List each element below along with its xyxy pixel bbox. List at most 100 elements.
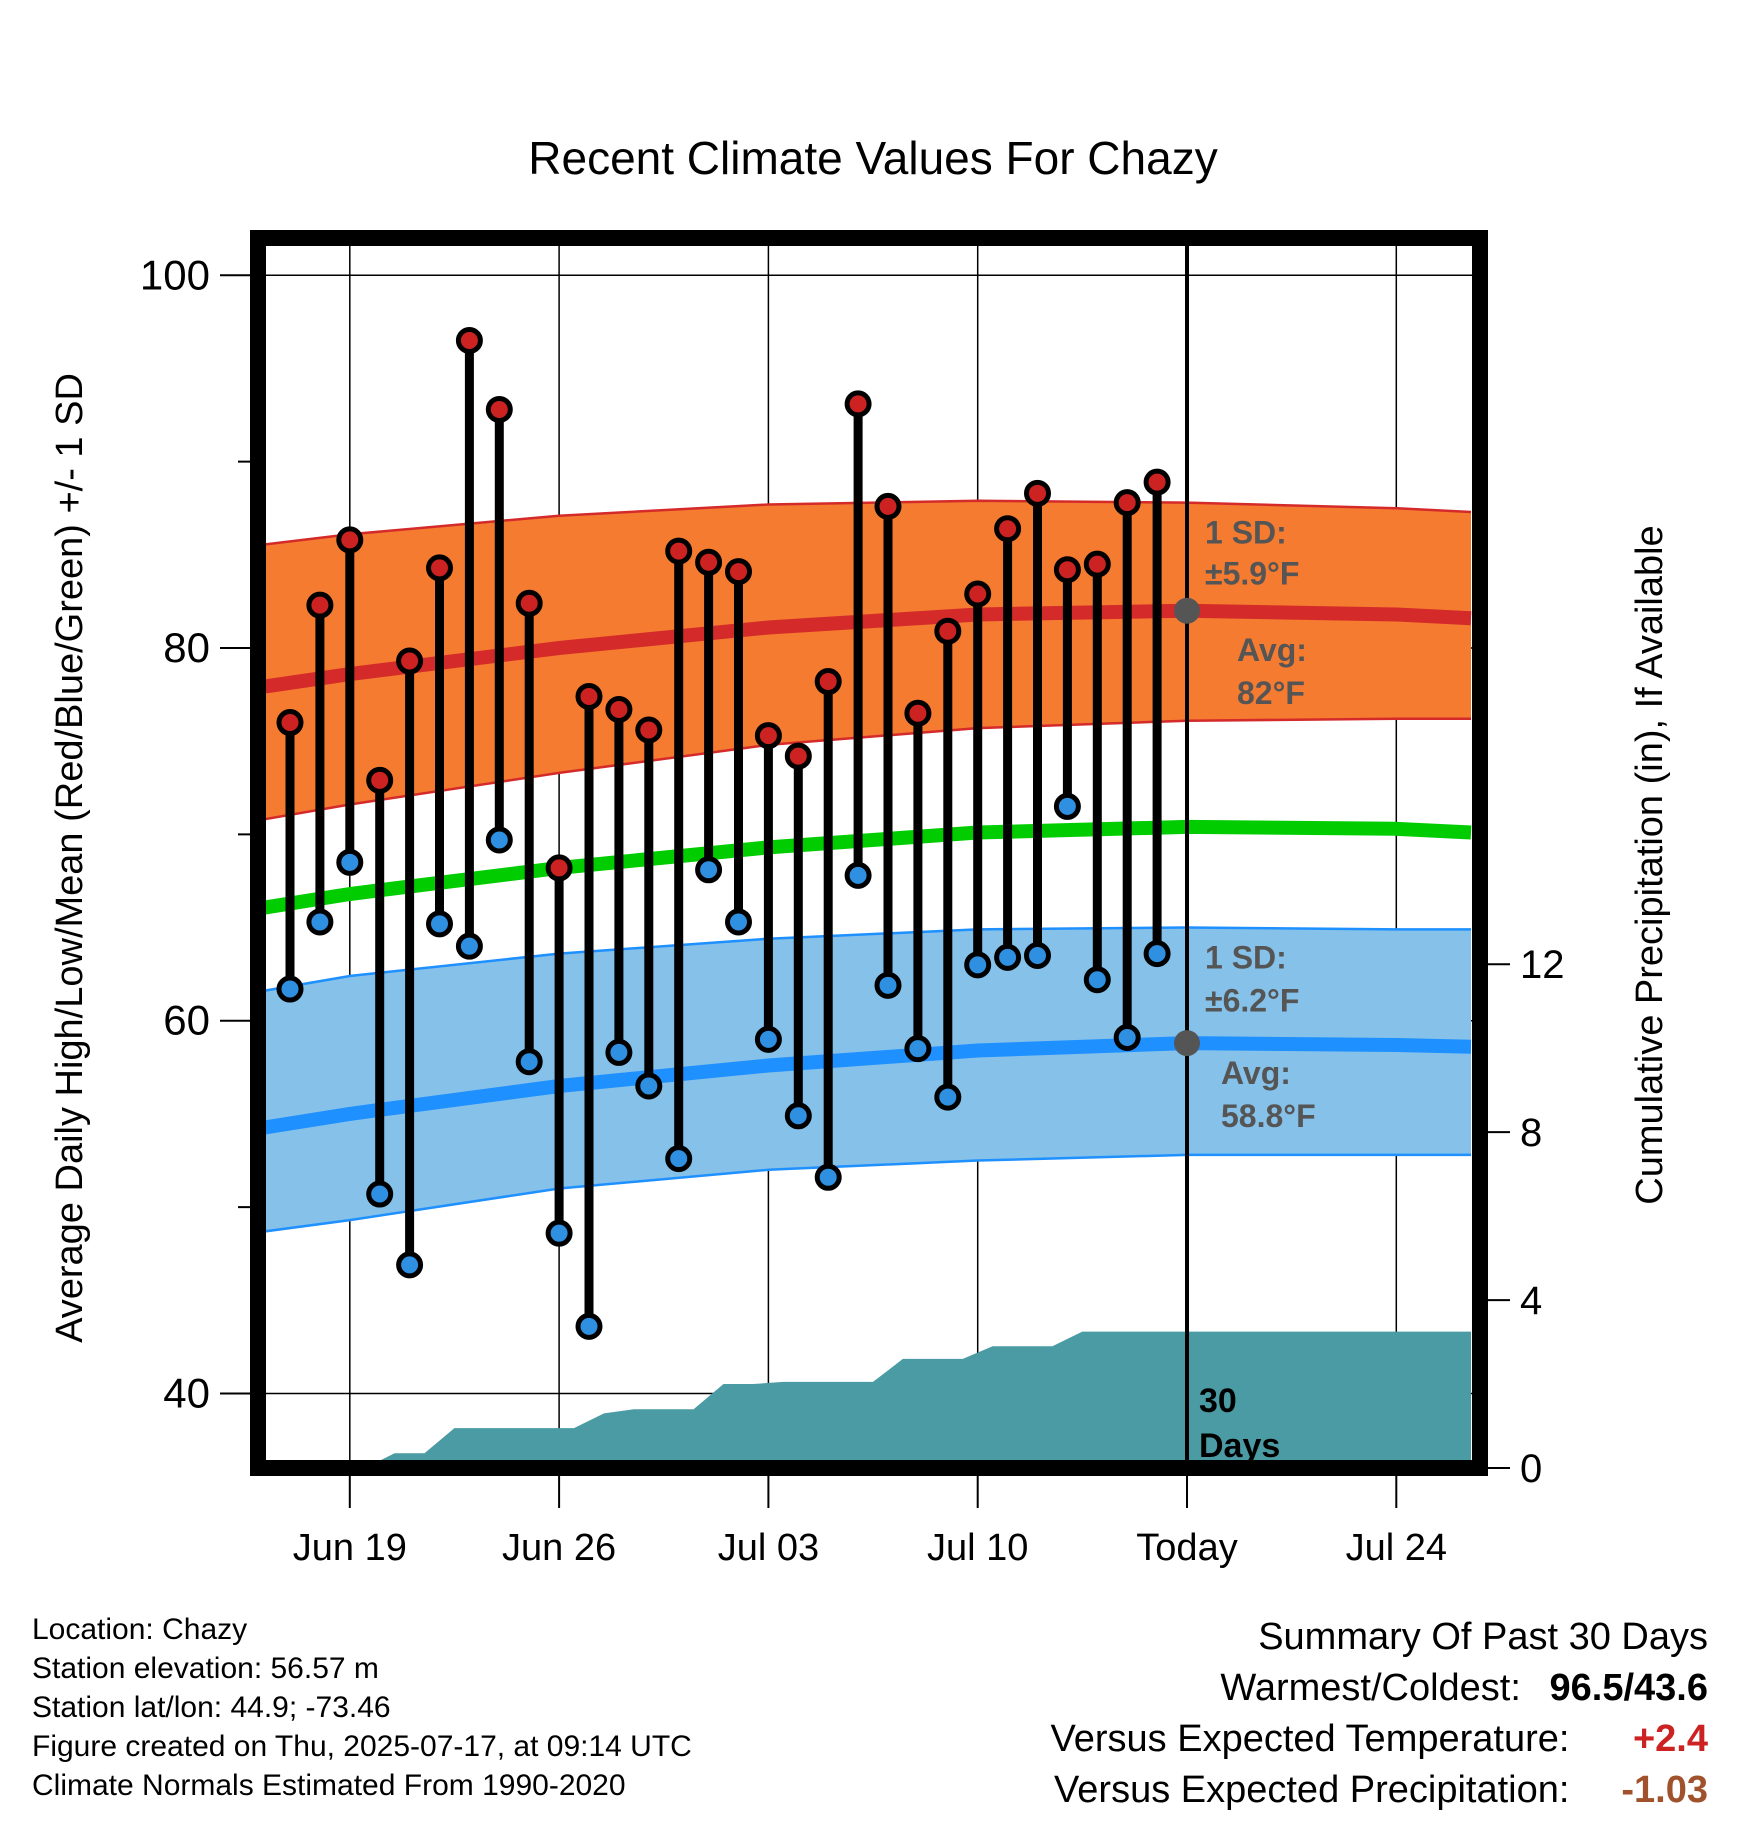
y-tick-label: 100 <box>140 251 210 298</box>
y2-tick-label: 12 <box>1520 943 1565 987</box>
daily-high-point <box>515 589 543 617</box>
x-tick-label: Jun 19 <box>293 1527 407 1569</box>
daily-high-point <box>1083 550 1111 578</box>
daily-high-point <box>695 548 723 576</box>
low-avg-label: Avg: <box>1221 1055 1291 1091</box>
precip-anomaly-value: -1.03 <box>1621 1769 1708 1811</box>
daily-high-point <box>964 580 992 608</box>
y-tick-label: 80 <box>163 624 210 671</box>
y-tick-label: 40 <box>163 1369 210 1416</box>
x-tick-label: Jul 03 <box>718 1527 819 1569</box>
low-sd-label: 1 SD: <box>1205 940 1287 976</box>
today-normal-low-marker <box>1174 1030 1200 1057</box>
daily-high-point <box>336 526 364 554</box>
x-tick-label: Today <box>1136 1527 1237 1569</box>
daily-high-point <box>605 696 633 723</box>
daily-high-point <box>1113 489 1141 517</box>
daily-high-point <box>366 766 394 794</box>
temp-anomaly-row: Versus Expected Temperature: +2.4 <box>1051 1714 1708 1765</box>
daily-high-point <box>276 709 304 737</box>
extremes-separator: / <box>1623 1667 1635 1709</box>
climate-chart: 1 SD: ±5.9°F Avg: 82°F 1 SD: ±6.2°F Avg: 58.8°F… <box>49 132 1671 1600</box>
daily-high-point <box>904 699 932 727</box>
daily-low-point <box>605 1038 633 1066</box>
y2-axis-label: Cumulative Precipitation (in), If Availa… <box>1629 525 1671 1204</box>
daily-low-point <box>784 1102 812 1130</box>
low-normal-line <box>258 1036 1472 1136</box>
daily-low-point <box>844 861 872 889</box>
daily-high-point <box>545 854 573 882</box>
normals-text: Climate Normals Estimated From 1990-2020 <box>32 1769 626 1802</box>
daily-high-point <box>396 647 424 675</box>
daily-high-point <box>844 390 872 418</box>
daily-low-point <box>575 1312 603 1340</box>
precip-anomaly-row: Versus Expected Precipitation: -1.03 <box>1051 1765 1708 1816</box>
y-axis-label: Average Daily High/Low/Mean (Red/Blue/Gr… <box>49 373 91 1343</box>
high-band-lower-edge <box>258 717 1471 822</box>
daily-high-point <box>1024 479 1051 507</box>
daily-high-point <box>455 327 483 354</box>
high-sd-value: ±5.9°F <box>1205 556 1299 592</box>
warmest-value: 96.5 <box>1549 1667 1624 1709</box>
today-normal-high-marker <box>1174 597 1200 624</box>
daily-low-point <box>635 1072 663 1100</box>
daily-high-point <box>994 515 1022 543</box>
precip-area <box>258 1331 1471 1468</box>
daily-high-point <box>635 716 663 744</box>
extremes-label: Warmest/Coldest: <box>1220 1667 1521 1709</box>
daily-low-point <box>1113 1024 1141 1051</box>
daily-high-point <box>754 722 782 750</box>
daily-low-point <box>874 971 902 999</box>
elevation-text: Station elevation: 56.57 m <box>32 1652 379 1685</box>
daily-low-point <box>1143 940 1171 968</box>
y-tick-label: 60 <box>163 997 210 1044</box>
daily-low-point <box>276 975 304 1003</box>
daily-low-point <box>336 848 364 876</box>
high-normal-line <box>258 603 1472 695</box>
summary-title: Summary Of Past 30 Days <box>1258 1616 1708 1658</box>
daily-high-point <box>426 554 453 582</box>
daily-low-point <box>426 910 453 938</box>
low-avg-value: 58.8°F <box>1221 1098 1316 1134</box>
summary-panel: Summary Of Past 30 Days Warmest/Coldest:… <box>1051 1612 1708 1816</box>
daily-low-point <box>695 856 723 884</box>
chart-title: Recent Climate Values For Chazy <box>528 132 1217 184</box>
temp-anomaly-value: +2.4 <box>1632 1718 1708 1760</box>
coldest-value: 43.6 <box>1634 1667 1708 1709</box>
daily-low-point <box>814 1163 842 1191</box>
y2-tick-label: 8 <box>1520 1111 1542 1155</box>
high-sd-label: 1 SD: <box>1205 515 1287 551</box>
location-text: Location: Chazy <box>32 1613 248 1646</box>
daily-low-point <box>396 1251 424 1279</box>
daily-low-point <box>485 826 513 854</box>
temp-anomaly-label: Versus Expected Temperature: <box>1050 1718 1570 1760</box>
daily-low-point <box>1053 792 1081 820</box>
daily-high-point <box>725 558 752 586</box>
daily-high-point <box>1143 468 1171 496</box>
high-avg-label: Avg: <box>1237 632 1307 668</box>
daily-low-point <box>934 1083 962 1111</box>
daily-high-point <box>1053 556 1081 584</box>
daily-high-point <box>665 537 693 565</box>
daily-high-point <box>485 395 513 423</box>
x-tick-label: Jul 10 <box>927 1527 1028 1569</box>
high-band-upper-edge <box>258 499 1472 547</box>
x-tick-label: Jul 24 <box>1346 1527 1447 1569</box>
created-text: Figure created on Thu, 2025-07-17, at 09… <box>32 1730 692 1763</box>
low-band-lower-edge <box>258 1153 1471 1234</box>
low-sd-value: ±6.2°F <box>1205 982 1299 1018</box>
x-axis-label: Day <box>839 1599 907 1600</box>
daily-low-point <box>1083 966 1111 994</box>
extremes-value: 96.5/43.6 <box>1550 1663 1709 1714</box>
daily-high-point <box>874 492 902 520</box>
daily-low-point <box>545 1219 573 1247</box>
extremes-row: Warmest/Coldest: 96.5/43.6 <box>1051 1663 1708 1714</box>
daily-low-point <box>455 932 483 960</box>
latlon-text: Station lat/lon: 44.9; -73.46 <box>32 1691 391 1724</box>
daily-low-point <box>366 1180 394 1208</box>
x-tick-label: Jun 26 <box>502 1527 616 1569</box>
daily-high-point <box>784 742 812 770</box>
plot-area <box>258 238 1480 1468</box>
daily-low-point <box>754 1025 782 1053</box>
daily-high-point <box>575 682 603 710</box>
